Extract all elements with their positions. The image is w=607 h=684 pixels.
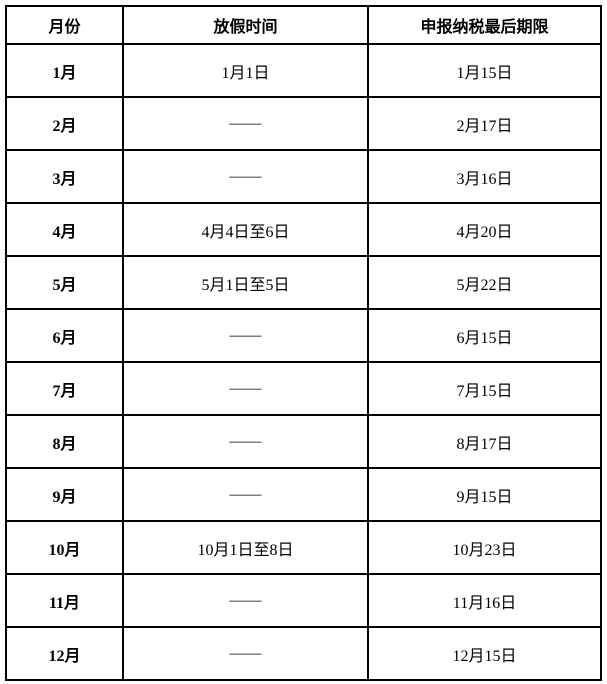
deadline-cell: 10月23日 <box>367 520 602 575</box>
holiday-cell: 1月1日 <box>122 43 369 98</box>
table-row: 5月 5月1日至5日 5月22日 <box>5 255 602 310</box>
deadline-cell: 9月15日 <box>367 467 602 522</box>
holiday-cell: —— <box>122 96 369 151</box>
deadline-cell: 7月15日 <box>367 361 602 416</box>
deadline-cell: 1月15日 <box>367 43 602 98</box>
table-row: 12月 —— 12月15日 <box>5 626 602 681</box>
table-row: 6月 —— 6月15日 <box>5 308 602 363</box>
table-row: 9月 —— 9月15日 <box>5 467 602 522</box>
month-cell: 1月 <box>5 43 124 98</box>
month-cell: 12月 <box>5 626 124 681</box>
month-cell: 4月 <box>5 202 124 257</box>
holiday-cell: 10月1日至8日 <box>122 520 369 575</box>
month-cell: 5月 <box>5 255 124 310</box>
deadline-cell: 5月22日 <box>367 255 602 310</box>
month-cell: 10月 <box>5 520 124 575</box>
month-cell: 6月 <box>5 308 124 363</box>
column-header-holiday: 放假时间 <box>122 5 369 45</box>
table-row: 4月 4月4日至6日 4月20日 <box>5 202 602 257</box>
deadline-cell: 2月17日 <box>367 96 602 151</box>
table-row: 10月 10月1日至8日 10月23日 <box>5 520 602 575</box>
holiday-cell: —— <box>122 626 369 681</box>
holiday-cell: —— <box>122 149 369 204</box>
deadline-cell: 12月15日 <box>367 626 602 681</box>
table-row: 7月 —— 7月15日 <box>5 361 602 416</box>
deadline-cell: 6月15日 <box>367 308 602 363</box>
holiday-cell: 4月4日至6日 <box>122 202 369 257</box>
table-row: 1月 1月1日 1月15日 <box>5 43 602 98</box>
table-row: 3月 —— 3月16日 <box>5 149 602 204</box>
table-row: 11月 —— 11月16日 <box>5 573 602 628</box>
deadline-cell: 4月20日 <box>367 202 602 257</box>
table-row: 2月 —— 2月17日 <box>5 96 602 151</box>
deadline-cell: 8月17日 <box>367 414 602 469</box>
month-cell: 2月 <box>5 96 124 151</box>
holiday-cell: —— <box>122 308 369 363</box>
column-header-month: 月份 <box>5 5 124 45</box>
month-cell: 3月 <box>5 149 124 204</box>
holiday-cell: —— <box>122 573 369 628</box>
holiday-cell: —— <box>122 467 369 522</box>
table-row: 8月 —— 8月17日 <box>5 414 602 469</box>
holiday-cell: —— <box>122 361 369 416</box>
holiday-cell: —— <box>122 414 369 469</box>
month-cell: 11月 <box>5 573 124 628</box>
month-cell: 9月 <box>5 467 124 522</box>
deadline-cell: 3月16日 <box>367 149 602 204</box>
table-header-row: 月份 放假时间 申报纳税最后期限 <box>5 5 602 45</box>
column-header-deadline: 申报纳税最后期限 <box>367 5 602 45</box>
holiday-cell: 5月1日至5日 <box>122 255 369 310</box>
month-cell: 7月 <box>5 361 124 416</box>
holiday-tax-deadline-table: 月份 放假时间 申报纳税最后期限 1月 1月1日 1月15日 2月 —— 2月1… <box>5 5 602 681</box>
month-cell: 8月 <box>5 414 124 469</box>
deadline-cell: 11月16日 <box>367 573 602 628</box>
